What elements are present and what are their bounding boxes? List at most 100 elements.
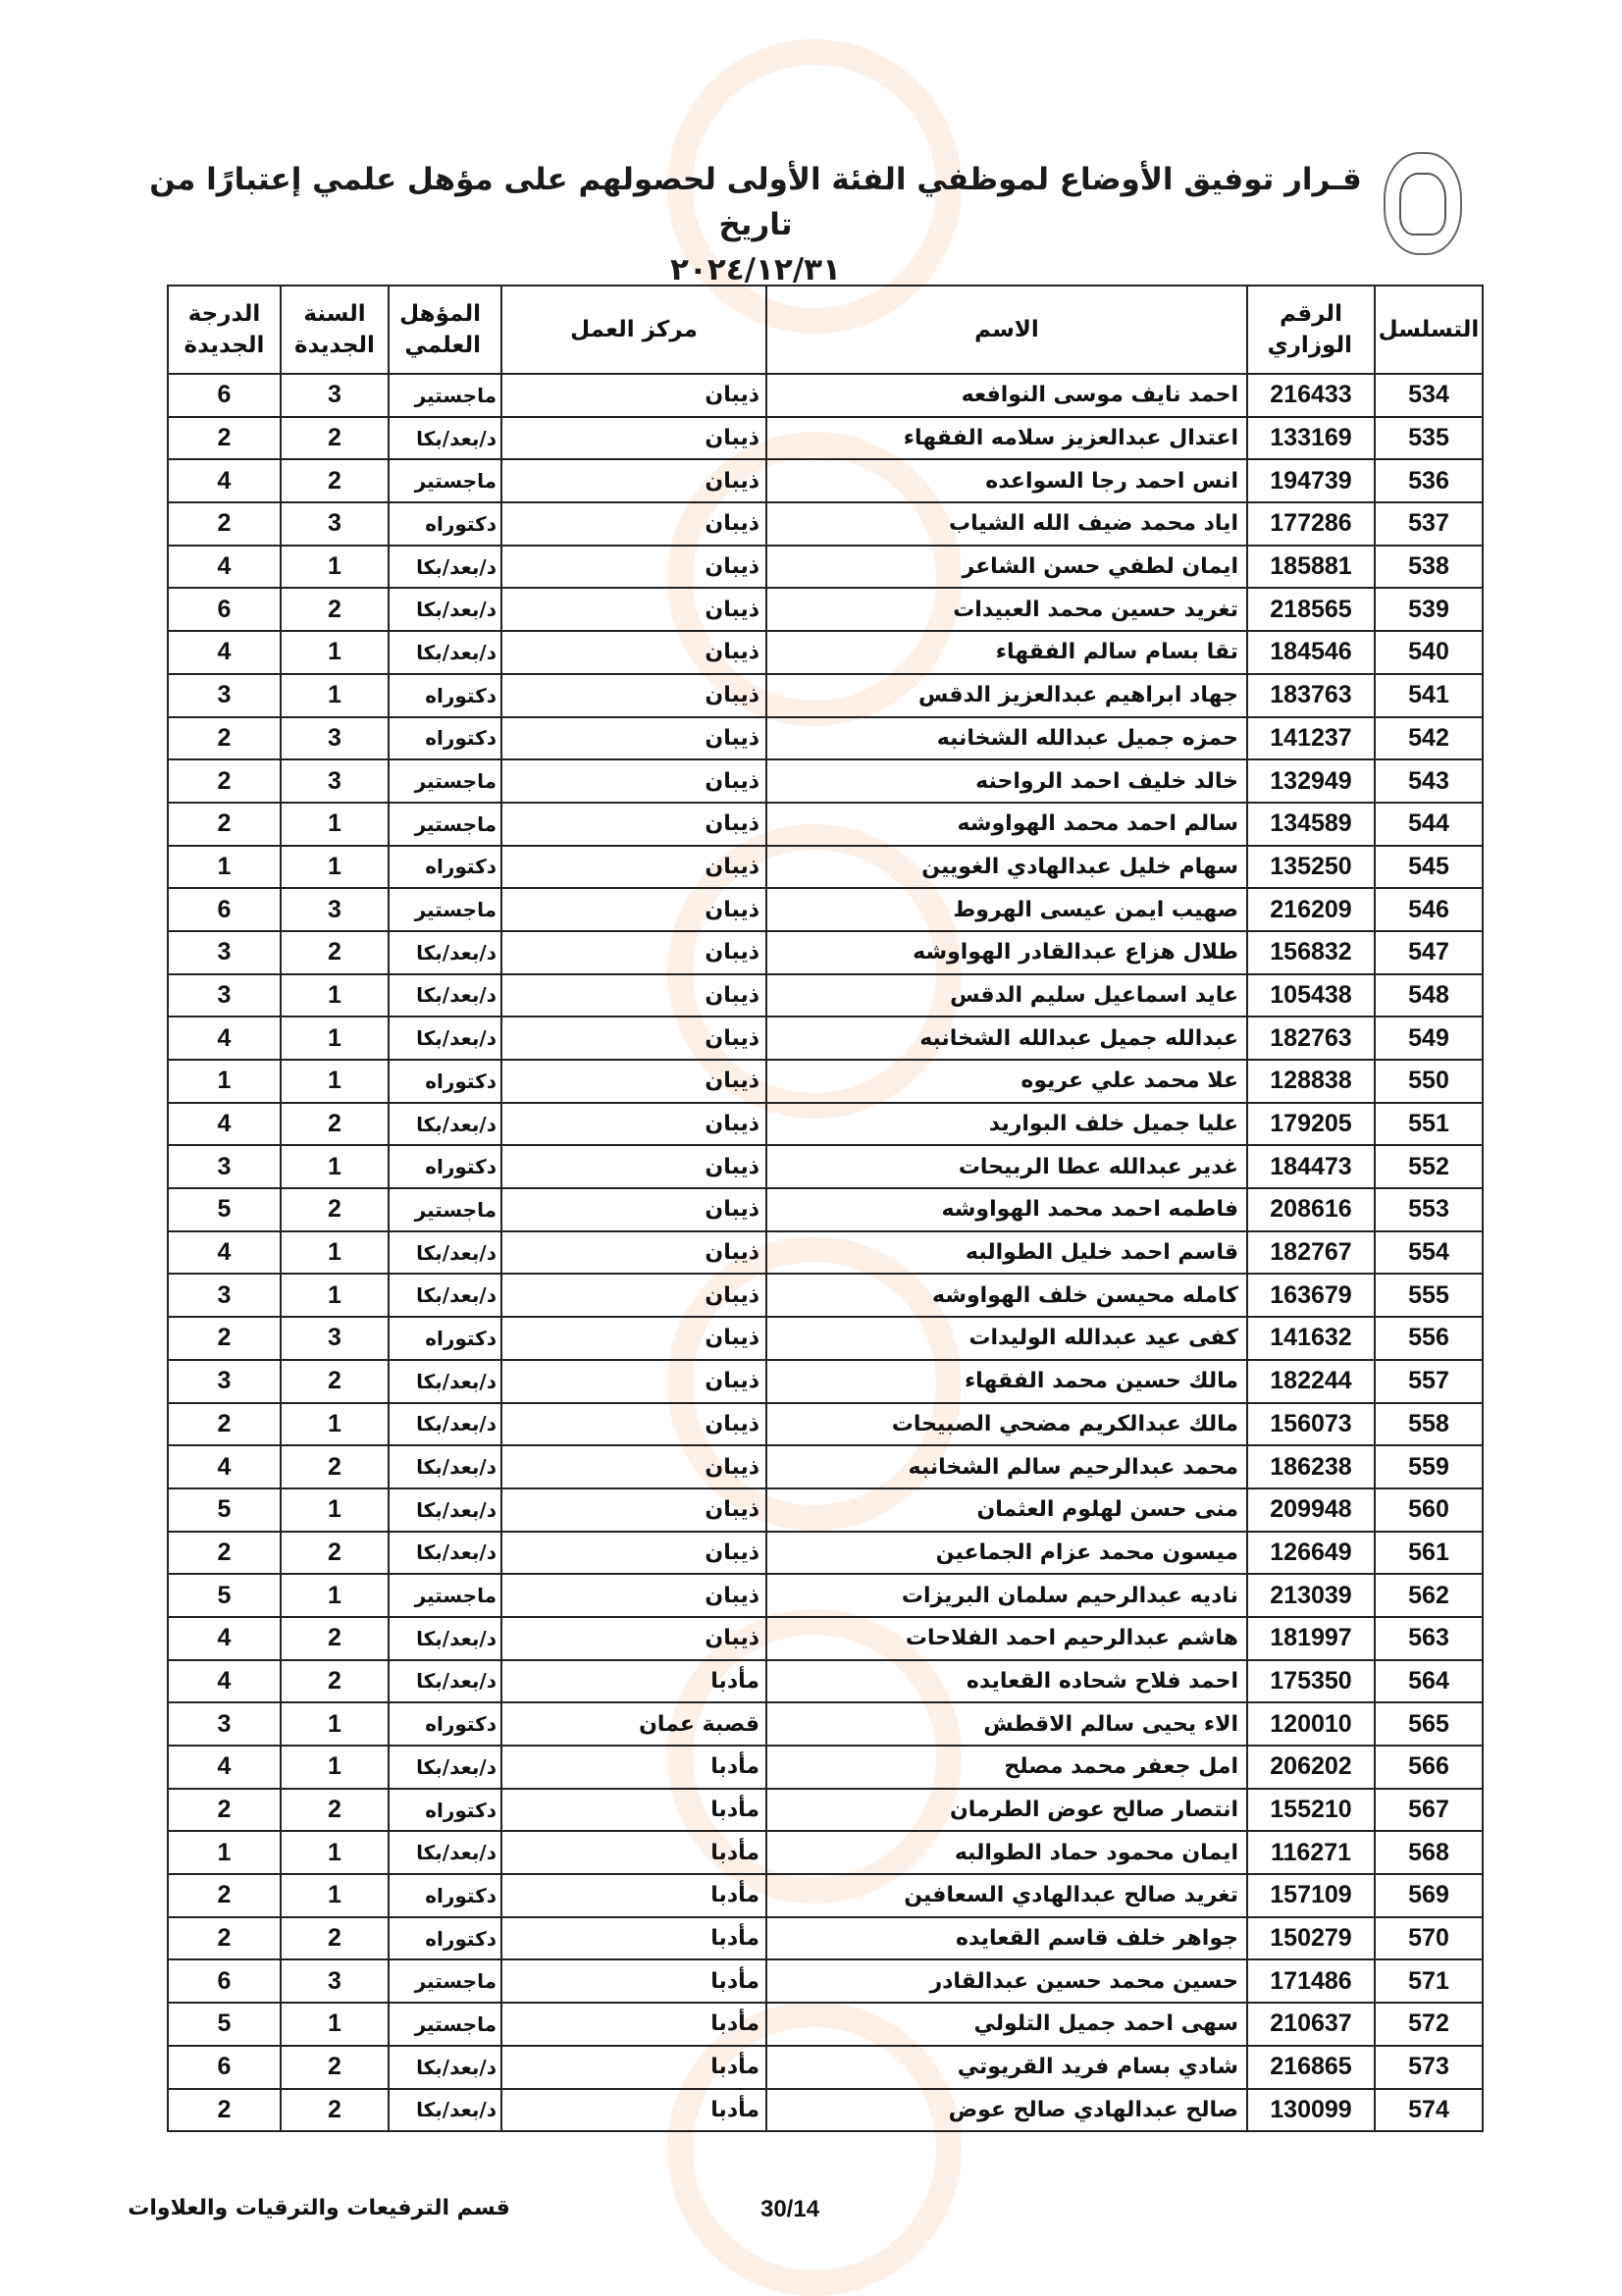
cell-name: سهى احمد جميل التلولي xyxy=(765,2002,1248,2047)
cell-serial: 536 xyxy=(1374,458,1484,504)
cell-work-center: ذيبان xyxy=(500,1487,767,1533)
cell-new-grade: 2 xyxy=(167,1873,282,1918)
cell-ministry-number: 135250 xyxy=(1246,844,1376,890)
cell-new-grade: 4 xyxy=(167,1444,282,1489)
cell-serial: 556 xyxy=(1374,1316,1484,1361)
cell-ministry-number: 156073 xyxy=(1246,1401,1376,1447)
cell-ministry-number: 210637 xyxy=(1246,2002,1376,2047)
cell-qualification: ماجستير xyxy=(388,1958,502,2005)
header-ministry-number: الرقم الوزاري xyxy=(1246,285,1376,375)
cell-ministry-number: 175350 xyxy=(1246,1658,1376,1704)
cell-new-year: 2 xyxy=(280,1444,390,1489)
cell-new-grade: 2 xyxy=(167,501,282,547)
cell-qualification: د/بعد/بكا xyxy=(388,2087,502,2133)
cell-new-year: 1 xyxy=(280,1229,390,1276)
cell-qualification: د/بعد/بكا xyxy=(388,929,502,975)
cell-name: خالد خليف احمد الرواحنه xyxy=(765,758,1248,804)
cell-serial: 562 xyxy=(1374,1573,1484,1618)
table-row: 553 208616 فاطمه احمد محمد الهواوشه ذيبان ما… xyxy=(167,1187,1484,1232)
cell-new-year: 2 xyxy=(280,1615,390,1661)
cell-serial: 566 xyxy=(1374,1745,1484,1790)
table-row: 563 181997 هاشم عبدالرحيم احمد الفلاحات ذيب… xyxy=(167,1615,1484,1661)
cell-qualification: د/بعد/بكا xyxy=(388,1101,502,1147)
cell-serial: 537 xyxy=(1374,501,1484,547)
cell-new-grade: 5 xyxy=(167,1187,282,1232)
cell-work-center: ذيبان xyxy=(500,630,767,675)
cell-new-year: 1 xyxy=(280,1487,390,1533)
cell-new-year: 1 xyxy=(280,1873,390,1918)
cell-qualification: د/بعد/بكا xyxy=(388,1745,502,1790)
cell-qualification: د/بعد/بكا xyxy=(388,1229,502,1276)
table-row: 544 134589 سالم احمد محمد الهواوشه ذيبان ماج… xyxy=(167,801,1484,847)
cell-qualification: دكتوراه xyxy=(388,1915,502,1961)
cell-new-grade: 1 xyxy=(167,844,282,890)
header-work-center: مركز العمل xyxy=(500,285,767,375)
cell-new-grade: 2 xyxy=(167,1401,282,1447)
cell-serial: 543 xyxy=(1374,758,1484,804)
cell-name: احمد فلاح شحاده القعايده xyxy=(765,1658,1248,1704)
table-row: 555 163679 كامله محيسن خلف الهواوشه ذيبان د/… xyxy=(167,1273,1484,1319)
cell-new-grade: 6 xyxy=(167,587,282,633)
cell-new-grade: 2 xyxy=(167,758,282,804)
cell-serial: 548 xyxy=(1374,972,1484,1018)
cell-name: قاسم احمد خليل الطوالبه xyxy=(765,1229,1248,1276)
cell-new-year: 1 xyxy=(280,1701,390,1747)
cell-new-year: 1 xyxy=(280,1144,390,1190)
cell-new-grade: 4 xyxy=(167,1615,282,1661)
cell-serial: 544 xyxy=(1374,801,1484,847)
cell-serial: 558 xyxy=(1374,1401,1484,1447)
cell-serial: 545 xyxy=(1374,844,1484,890)
table-row: 534 216433 احمد نايف موسى النوافعه ذيبان ماج… xyxy=(167,373,1484,418)
cell-new-year: 2 xyxy=(280,587,390,633)
table-row: 568 116271 ايمان محمود حماد الطوالبه مأدبا د… xyxy=(167,1830,1484,1876)
table-row: 566 206202 امل جعفر محمد مصلح مأدبا د/بعد/بك… xyxy=(167,1745,1484,1790)
cell-ministry-number: 126649 xyxy=(1246,1530,1376,1576)
cell-work-center: ذيبان xyxy=(500,1229,767,1276)
cell-new-grade: 2 xyxy=(167,1915,282,1961)
cell-qualification: د/بعد/بكا xyxy=(388,1401,502,1447)
cell-new-grade: 5 xyxy=(167,1573,282,1618)
cell-ministry-number: 184473 xyxy=(1246,1144,1376,1190)
cell-name: تغريد صالح عبدالهادي السعافين xyxy=(765,1873,1248,1918)
cell-name: ايمان محمود حماد الطوالبه xyxy=(765,1830,1248,1876)
cell-new-year: 3 xyxy=(280,373,390,418)
cell-work-center: ذيبان xyxy=(500,587,767,633)
cell-serial: 538 xyxy=(1374,544,1484,590)
cell-new-year: 2 xyxy=(280,1787,390,1833)
cell-name: طلال هزاع عبدالقادر الهواوشه xyxy=(765,929,1248,975)
table-row: 574 130099 صالح عبدالهادي صالح عوض مأدبا د/ب… xyxy=(167,2087,1484,2133)
cell-ministry-number: 120010 xyxy=(1246,1701,1376,1747)
table-row: 565 120010 الاء يحيى سالم الاقطش قصبة عمان د… xyxy=(167,1701,1484,1747)
table-row: 536 194739 انس احمد رجا السواعده ذيبان ماجست… xyxy=(167,458,1484,504)
cell-work-center: ذيبان xyxy=(500,672,767,718)
cell-work-center: مأدبا xyxy=(500,1873,767,1918)
cell-new-year: 1 xyxy=(280,1830,390,1876)
cell-serial: 569 xyxy=(1374,1873,1484,1918)
table-header-row: التسلسل الرقم الوزاري الاسم مركز العمل ا… xyxy=(167,285,1484,375)
cell-new-year: 3 xyxy=(280,1316,390,1361)
cell-ministry-number: 183763 xyxy=(1246,672,1376,718)
cell-qualification: دكتوراه xyxy=(388,1059,502,1104)
header-new-grade: الدرجة الجديدة xyxy=(167,285,282,375)
cell-new-year: 1 xyxy=(280,1016,390,1061)
cell-ministry-number: 182767 xyxy=(1246,1229,1376,1276)
cell-new-year: 2 xyxy=(280,415,390,461)
cell-qualification: د/بعد/بكا xyxy=(388,587,502,633)
cell-qualification: د/بعد/بكا xyxy=(388,630,502,675)
cell-qualification: دكتوراه xyxy=(388,672,502,718)
cell-new-grade: 3 xyxy=(167,672,282,718)
cell-qualification: د/بعد/بكا xyxy=(388,1615,502,1661)
title-date: ٢٠٢٤/١٢/٣١ xyxy=(669,252,841,287)
cell-name: عايد اسماعيل سليم الدقس xyxy=(765,972,1248,1018)
cell-work-center: ذيبان xyxy=(500,1316,767,1361)
cell-ministry-number: 194739 xyxy=(1246,458,1376,504)
cell-ministry-number: 186238 xyxy=(1246,1444,1376,1489)
cell-serial: 567 xyxy=(1374,1787,1484,1833)
cell-new-grade: 3 xyxy=(167,1358,282,1404)
cell-new-year: 2 xyxy=(280,2087,390,2133)
table-row: 552 184473 غدير عبدالله عطا الربيحات ذيبان د… xyxy=(167,1144,1484,1190)
table-row: 538 185881 ايمان لطفي حسن الشاعر ذيبان د/بعد… xyxy=(167,544,1484,590)
table-row: 549 182763 عبدالله جميل عبدالله الشخانبه ذي… xyxy=(167,1016,1484,1061)
table-row: 559 186238 محمد عبدالرحيم سالم الشخانبه ذيب… xyxy=(167,1444,1484,1489)
cell-ministry-number: 185881 xyxy=(1246,544,1376,590)
